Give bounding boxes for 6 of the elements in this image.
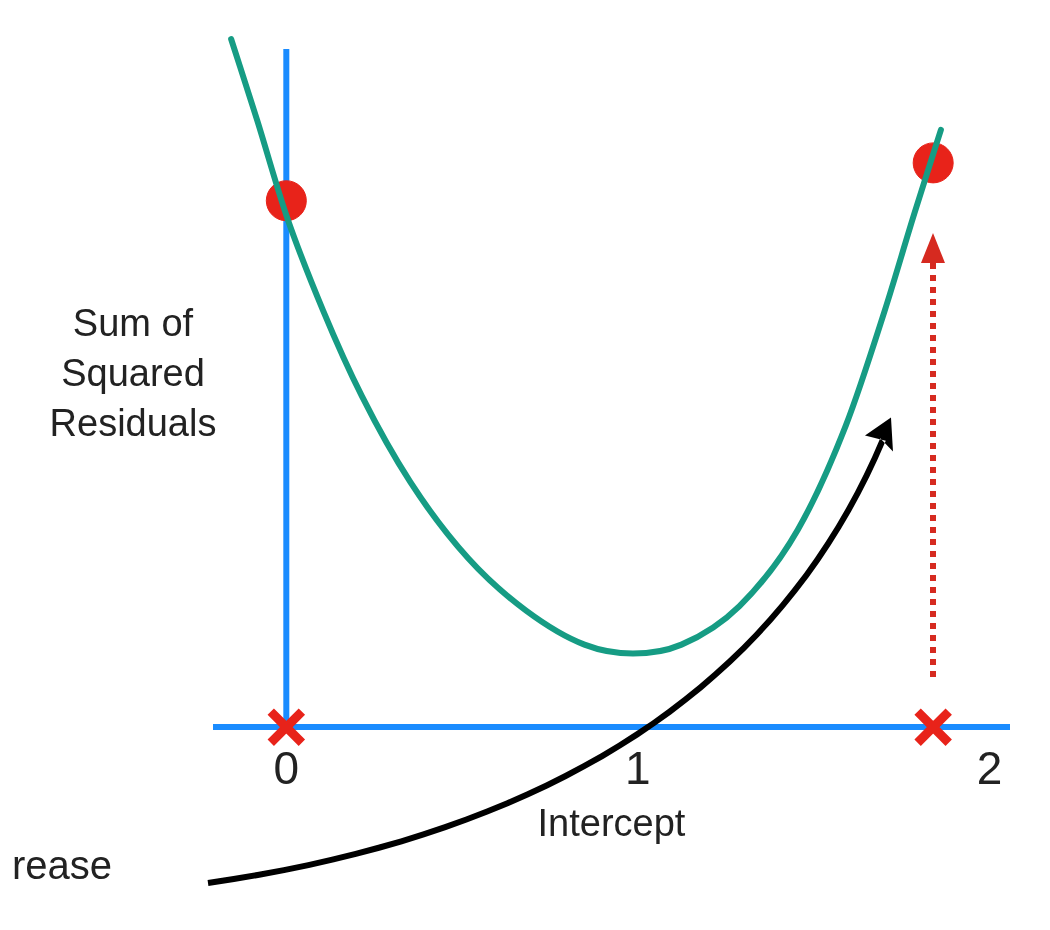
- x-tick-label: 1: [625, 742, 651, 795]
- x-tick-label: 0: [273, 742, 300, 795]
- x-tick-label: 2: [976, 742, 1003, 795]
- text: rease: [12, 843, 113, 888]
- x-axis-title: Intercept: [537, 801, 686, 844]
- y-axis-title: Sum of Squared Residuals: [48, 301, 218, 446]
